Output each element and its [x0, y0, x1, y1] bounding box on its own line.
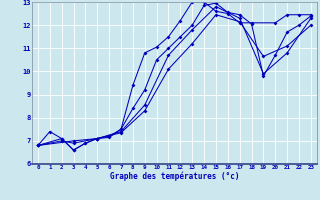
- X-axis label: Graphe des températures (°c): Graphe des températures (°c): [110, 172, 239, 181]
